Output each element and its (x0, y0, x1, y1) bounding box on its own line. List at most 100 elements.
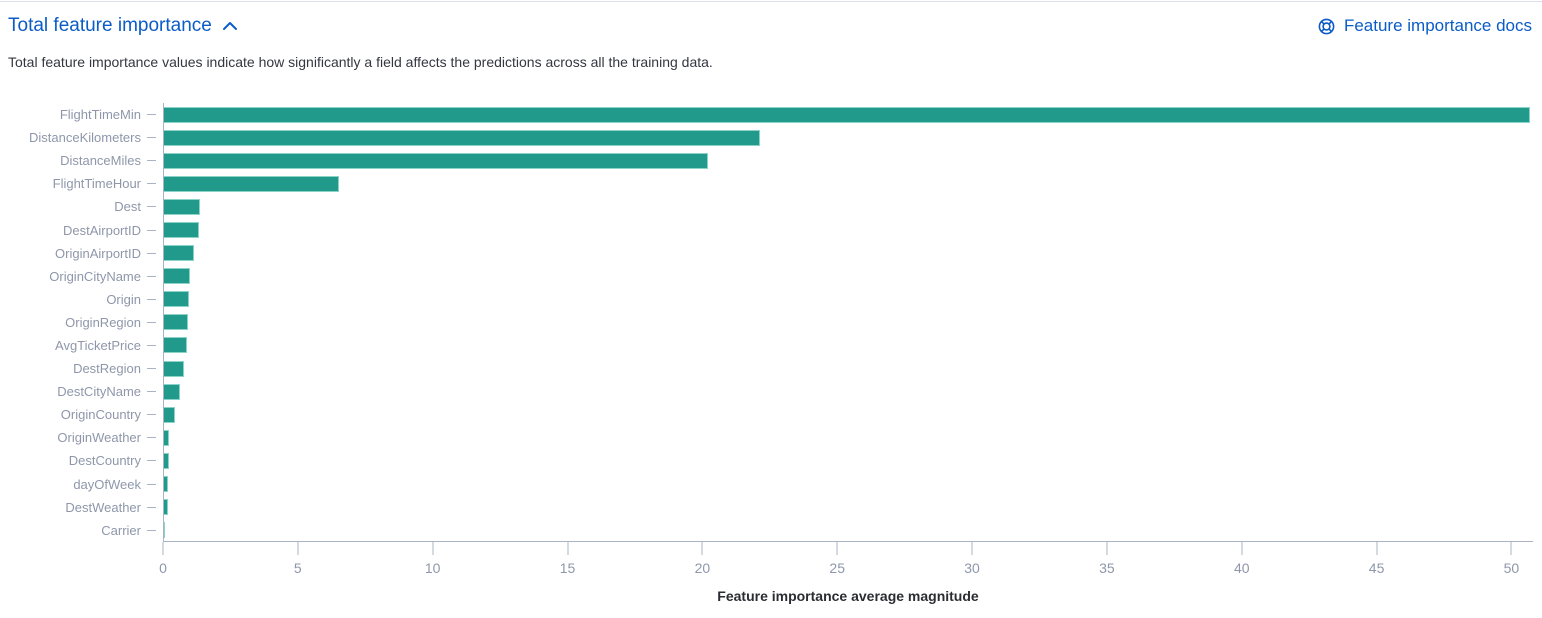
x-axis-tick (1241, 541, 1243, 555)
bar-destairportid[interactable] (164, 222, 200, 239)
section-title: Total feature importance (8, 15, 212, 36)
bar-destweather[interactable] (164, 499, 168, 516)
y-axis-row: DestAirportID (0, 218, 163, 241)
x-axis-tick (567, 541, 569, 555)
y-axis-row: OriginCityName (0, 265, 163, 288)
bar-distancekilometers[interactable] (164, 129, 760, 146)
bar-destcityname[interactable] (164, 383, 181, 400)
x-axis-tick-label: 0 (159, 559, 167, 576)
bar-row (164, 334, 1533, 357)
y-axis-row: Dest (0, 195, 163, 218)
y-axis-tick (147, 368, 156, 370)
x-axis-tick-label: 10 (424, 559, 441, 576)
bar-avgticketprice[interactable] (164, 337, 187, 354)
bar-origin[interactable] (164, 291, 190, 308)
feature-importance-docs-link[interactable]: Feature importance docs (1317, 14, 1532, 38)
bar-row (164, 473, 1533, 496)
y-axis-tick (147, 252, 156, 254)
y-axis-tick (147, 506, 156, 508)
y-axis-tick (147, 391, 156, 393)
bar-distancemiles[interactable] (164, 152, 709, 169)
y-axis-tick (147, 206, 156, 208)
chevron-up-icon (222, 21, 238, 31)
bar-originregion[interactable] (164, 314, 188, 331)
y-axis-row: OriginCountry (0, 403, 163, 426)
bar-destcountry[interactable] (164, 452, 169, 469)
y-axis-label: OriginCityName (49, 268, 141, 284)
x-axis-tick-label: 25 (829, 559, 845, 576)
y-axis-row: Origin (0, 288, 163, 311)
x-axis-tick-label: 40 (1233, 559, 1250, 576)
y-axis-label: DistanceMiles (60, 153, 141, 169)
x-axis-tick (971, 541, 973, 555)
y-axis-label: AvgTicketPrice (55, 337, 141, 353)
y-axis-tick (147, 437, 156, 439)
bar-flighttimehour[interactable] (164, 175, 340, 192)
x-axis-tick (1510, 541, 1512, 555)
y-axis-label: OriginWeather (57, 430, 141, 446)
bar-originweather[interactable] (164, 429, 170, 446)
bar-flighttimemin[interactable] (164, 106, 1531, 123)
y-axis-label: DestRegion (73, 361, 141, 377)
bar-row (164, 149, 1533, 172)
y-axis-label: FlightTimeMin (59, 107, 141, 123)
x-axis-title: Feature importance average magnitude (717, 587, 979, 604)
y-axis-label: dayOfWeek (73, 476, 141, 492)
y-axis-label: DistanceKilometers (29, 130, 141, 146)
x-axis-tick-label: 45 (1368, 559, 1385, 576)
bar-dest[interactable] (164, 198, 201, 215)
y-axis-label: OriginCountry (60, 407, 141, 423)
feature-importance-chart: FlightTimeMin DistanceKilometers DistanceM… (0, 103, 1533, 604)
bar-row (164, 449, 1533, 472)
y-axis-row: OriginAirportID (0, 242, 163, 265)
bar-row (164, 357, 1533, 380)
y-axis-tick (147, 414, 156, 416)
bar-dayofweek[interactable] (164, 476, 169, 493)
bar-row (164, 265, 1533, 288)
bar-origincountry[interactable] (164, 406, 176, 423)
y-axis-row: DistanceKilometers (0, 126, 163, 149)
y-axis-row: DestRegion (0, 357, 163, 380)
y-axis-label: OriginRegion (65, 314, 141, 330)
y-axis-tick (147, 321, 156, 323)
y-axis-row: FlightTimeMin (0, 103, 163, 126)
x-axis-tick (836, 541, 838, 555)
y-axis-label: Origin (106, 291, 141, 307)
y-axis-label: FlightTimeHour (52, 176, 141, 192)
bar-row (164, 426, 1533, 449)
y-axis-label: DestWeather (65, 499, 141, 515)
x-axis-tick (162, 541, 164, 555)
bar-row (164, 311, 1533, 334)
y-axis-tick (147, 229, 156, 231)
x-axis-tick-label: 20 (694, 559, 711, 576)
bar-row (164, 126, 1533, 149)
bar-row (164, 380, 1533, 403)
x-axis-tick (432, 541, 434, 555)
bar-row (164, 242, 1533, 265)
bar-destregion[interactable] (164, 360, 184, 377)
panel-description: Total feature importance values indicate… (8, 54, 713, 70)
bar-row (164, 496, 1533, 519)
bar-row (164, 218, 1533, 241)
y-axis-tick (147, 529, 156, 531)
total-feature-importance-toggle[interactable]: Total feature importance (8, 12, 238, 40)
bar-origincityname[interactable] (164, 268, 191, 285)
bar-carrier[interactable] (164, 522, 166, 539)
x-axis-tick-label: 50 (1503, 559, 1520, 576)
y-axis-tick (147, 275, 156, 277)
y-axis-row: AvgTicketPrice (0, 334, 163, 357)
bar-row (164, 195, 1533, 218)
docs-link-label: Feature importance docs (1343, 16, 1532, 35)
y-axis-tick (147, 483, 156, 485)
y-axis: FlightTimeMin DistanceKilometers DistanceM… (0, 103, 163, 542)
y-axis-row: FlightTimeHour (0, 172, 163, 195)
y-axis-row: OriginRegion (0, 311, 163, 334)
x-axis-tick (297, 541, 299, 555)
y-axis-row: DistanceMiles (0, 149, 163, 172)
y-axis-tick (147, 160, 156, 162)
bar-originairportid[interactable] (164, 245, 194, 262)
bar-row (164, 519, 1533, 542)
bar-row (164, 103, 1533, 126)
y-axis-tick (147, 344, 156, 346)
x-axis-tick (1376, 541, 1378, 555)
